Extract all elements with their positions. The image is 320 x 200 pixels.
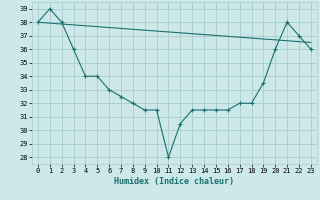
- X-axis label: Humidex (Indice chaleur): Humidex (Indice chaleur): [115, 177, 234, 186]
